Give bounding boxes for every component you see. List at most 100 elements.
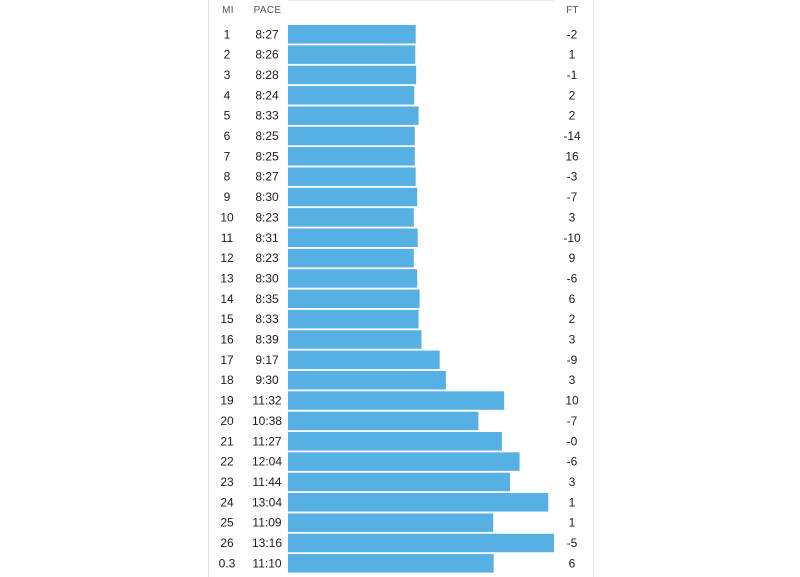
pace-bar [288,554,494,573]
pace-bar [288,370,446,390]
pace-bar [288,269,418,288]
elevation-label: -3 [567,170,578,184]
elevation-label: -1 [567,68,578,82]
mile-label: 5 [224,109,231,123]
pace-bar [288,208,414,227]
pace-label: 11:10 [252,556,281,570]
pace-bar [288,513,494,532]
pace-label: 8:27 [255,170,279,184]
pace-bar [288,391,505,410]
pace-label: 13:04 [252,495,282,509]
elevation-label: 1 [569,48,576,62]
mile-label: 9 [224,190,231,204]
mile-label: 13 [220,271,234,285]
pace-label: 8:30 [255,271,279,285]
mile-label: 25 [220,516,234,530]
elevation-label: 6 [569,292,576,306]
pace-bar [288,86,415,105]
mile-label: 23 [220,475,234,489]
elevation-label: 3 [569,210,576,224]
mile-label: 14 [220,292,234,306]
mile-label: 18 [220,373,234,387]
pace-bar [288,309,419,329]
elevation-label: 10 [565,394,579,408]
elevation-label: -7 [567,414,578,428]
elevation-label: 3 [569,373,576,387]
mile-label: 8 [224,170,231,184]
pace-label: 9:30 [255,373,279,387]
mile-label: 11 [221,231,234,245]
pace-bar [288,472,510,492]
mile-label: 0.3 [219,556,236,570]
pace-label: 8:30 [255,190,279,204]
pace-label: 13:16 [252,536,282,550]
elevation-label: -10 [563,231,581,245]
mile-label: 7 [224,149,231,163]
elevation-label: 3 [569,333,576,347]
mile-label: 2 [224,48,231,62]
pace-bar [288,126,415,146]
pace-label: 8:26 [255,48,279,62]
elevation-label: 1 [569,495,576,509]
elevation-label: -2 [567,27,578,41]
pace-label: 8:33 [255,312,279,326]
pace-bar [288,167,416,186]
elevation-label: -0 [567,434,578,448]
mile-label: 19 [220,394,234,408]
elevation-label: -9 [567,353,578,367]
elevation-label: -6 [567,455,578,469]
pace-label: 12:04 [252,455,282,469]
mile-label: 16 [220,333,234,347]
elevation-label: 1 [569,516,576,530]
pace-label: 8:23 [255,251,279,265]
mile-label: 3 [224,68,231,82]
mile-label: 21 [220,434,234,448]
pace-bar [288,411,479,431]
elevation-column-header: FT [566,5,579,16]
pace-label: 8:28 [255,68,279,82]
pace-bar [288,106,419,125]
pace-bar [288,452,520,471]
pace-bar [288,147,415,166]
pace-column-header: PACE [253,5,282,16]
pace-label: 11:32 [252,394,281,408]
pace-bar [288,350,440,370]
elevation-label: -6 [567,271,578,285]
elevation-label: 3 [569,475,576,489]
pace-bar [288,25,416,44]
pace-label: 8:24 [255,88,279,102]
elevation-label: -14 [563,129,581,143]
pace-bar [288,330,422,349]
mile-label: 26 [220,536,234,550]
pace-label: 8:33 [255,109,279,123]
mile-label: 15 [220,312,234,326]
pace-label: 8:35 [255,292,279,306]
pace-bar [288,432,502,451]
pace-bar [288,228,418,247]
pace-label: 8:27 [255,27,279,41]
pace-label: 8:25 [255,149,279,163]
pace-bar [288,493,549,512]
pace-bar [288,187,418,207]
mile-label: 6 [224,129,231,143]
pace-label: 10:38 [252,414,282,428]
pace-label: 11:09 [252,516,281,530]
elevation-label: -5 [567,536,578,550]
pace-bar [288,45,416,64]
mile-label: 10 [220,210,234,224]
pace-bar [288,533,554,553]
elevation-label: 6 [569,556,576,570]
pace-label: 8:23 [255,210,279,224]
elevation-label: 2 [569,312,576,326]
mile-label: 12 [220,251,234,265]
pace-label: 8:39 [255,333,279,347]
mile-label: 4 [224,88,231,102]
elevation-label: 2 [569,88,576,102]
pace-label: 11:27 [252,434,281,448]
mile-label: 22 [220,455,234,469]
pace-bar [288,248,414,268]
pace-label: 8:31 [255,231,279,245]
pace-label: 8:25 [255,129,279,143]
elevation-label: 9 [569,251,576,265]
